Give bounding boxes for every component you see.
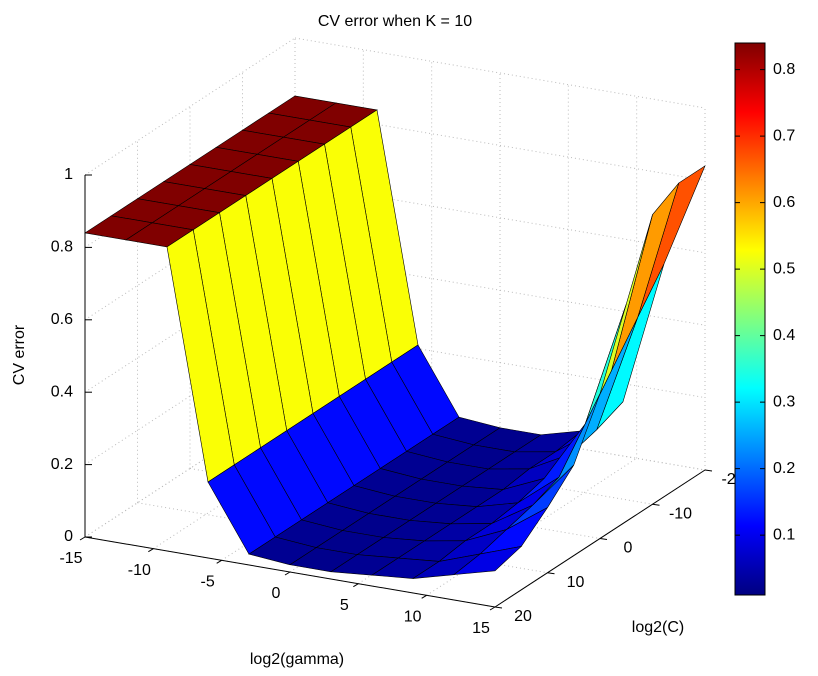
y-tick	[599, 538, 608, 540]
x-tick	[284, 571, 291, 576]
x-tick-label: -5	[201, 574, 215, 591]
colorbar-tick-label: 0.4	[773, 327, 795, 344]
x-tick-label: 10	[404, 609, 422, 626]
x-tick	[148, 548, 154, 553]
colorbar-tick-label: 0.6	[773, 194, 795, 211]
colorbar-tick-label: 0.2	[773, 460, 795, 477]
y-tick-label: 20	[514, 608, 532, 625]
z-tick-label: 0.2	[51, 456, 73, 473]
surface-face	[453, 545, 523, 576]
surface-face	[596, 263, 665, 430]
x-tick	[216, 559, 222, 564]
y-tick	[494, 606, 503, 609]
x-tick-label: 0	[272, 585, 281, 602]
y-tick	[547, 572, 555, 575]
x-tick	[353, 583, 359, 588]
y-tick	[704, 469, 713, 472]
z-tick-label: 0.8	[51, 239, 73, 256]
colorbar-tick-label: 0.5	[773, 260, 795, 277]
z-tick-label: 0.4	[51, 383, 73, 400]
colorbar-tick-label: 0.3	[773, 393, 795, 410]
z-tick-label: 0.6	[51, 311, 73, 328]
x-tick	[489, 606, 496, 611]
z-tick-label: 0	[64, 528, 73, 545]
surface-face	[611, 182, 680, 371]
y-axis-label: log2(C)	[632, 619, 684, 636]
z-axis-label: CV error	[11, 324, 28, 385]
colorbar-tick-label: 0.7	[773, 127, 795, 144]
colorbar	[734, 42, 766, 596]
y-tick-label: 0	[624, 540, 633, 557]
x-tick-label: 5	[340, 597, 349, 614]
x-axis-label: log2(gamma)	[250, 651, 344, 668]
y-tick-label: -10	[669, 505, 692, 522]
x-tick	[79, 536, 86, 541]
colorbar-tick-label: 0.1	[773, 526, 795, 543]
x-tick-label: 15	[472, 620, 490, 637]
grid-line	[426, 457, 637, 596]
x-tick-label: -10	[128, 562, 151, 579]
z-tick-label: 1	[64, 166, 73, 183]
grid-line	[84, 37, 296, 176]
x-tick-label: -15	[59, 550, 82, 567]
colorbar-tick-label: 0.8	[773, 61, 795, 78]
y-tick-label: 10	[567, 574, 585, 591]
y-tick	[652, 503, 660, 506]
chart-title: CV error when K = 10	[318, 13, 472, 30]
x-tick	[421, 594, 427, 599]
